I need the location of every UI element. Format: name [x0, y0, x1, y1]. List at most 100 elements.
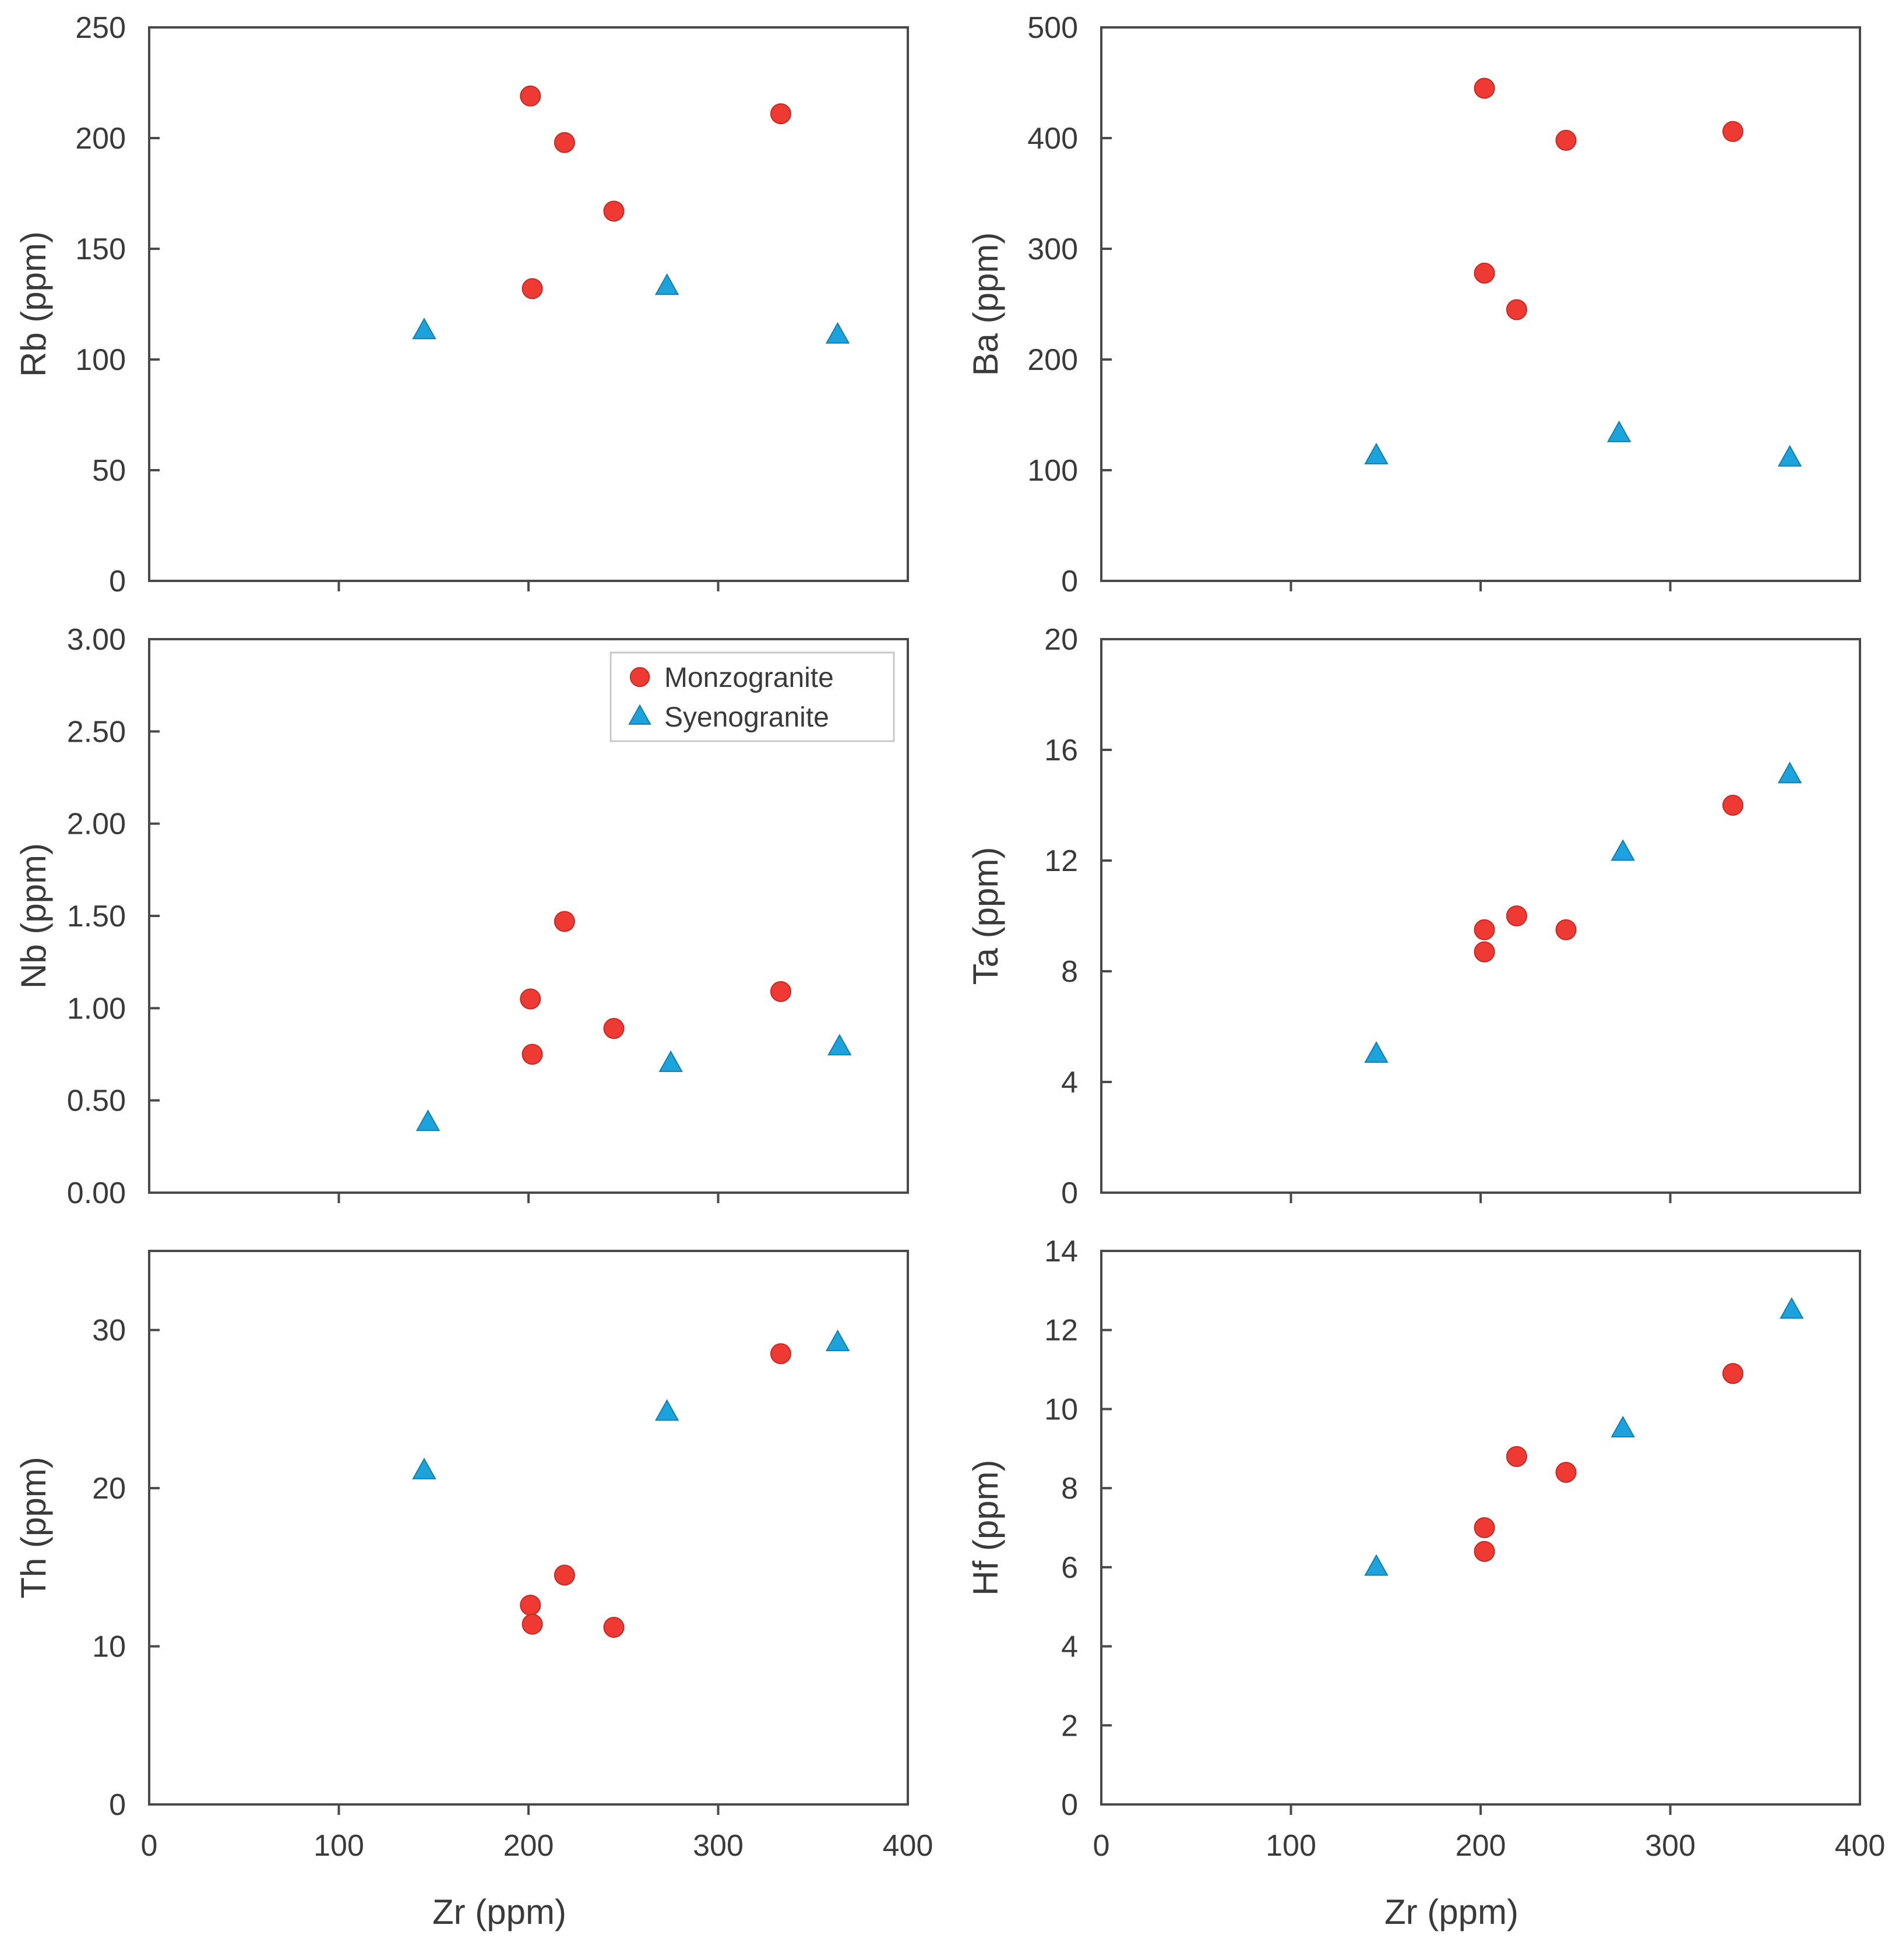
ba-ytick-label: 400 [1027, 122, 1078, 156]
th-xtick-label: 300 [693, 1829, 744, 1863]
ba-point-monzogranite [1474, 262, 1495, 284]
hf-xtick-label: 200 [1456, 1829, 1506, 1863]
nb-point-syenogranite [827, 1034, 852, 1056]
nb-point-monzogranite [603, 1018, 625, 1039]
rb-ytick-label: 200 [75, 122, 126, 156]
th-point-monzogranite [554, 1564, 575, 1586]
th-point-monzogranite [603, 1617, 625, 1638]
legend-label-syenogranite: Syenogranite [664, 702, 829, 733]
legend-label-monzogranite: Monzogranite [664, 662, 834, 693]
ta-ytick-label: 4 [1061, 1066, 1078, 1099]
ta-point-monzogranite [1474, 919, 1495, 940]
rb-point-monzogranite [770, 103, 791, 125]
th-x-axis-title: Zr (ppm) [432, 1892, 566, 1931]
th-ytick-label: 0 [109, 1788, 126, 1822]
hf-x-axis-title: Zr (ppm) [1384, 1892, 1519, 1931]
nb-point-syenogranite [415, 1109, 441, 1131]
th-y-axis-title: Th (ppm) [14, 1457, 53, 1598]
hf-ytick-label: 12 [1044, 1314, 1078, 1348]
nb-ytick-label: 2.50 [67, 715, 126, 749]
hf-xtick-label: 300 [1645, 1829, 1696, 1863]
ta-ytick-label: 8 [1061, 955, 1078, 989]
ta-ytick-label: 0 [1061, 1176, 1078, 1210]
ta-point-monzogranite [1506, 905, 1527, 926]
hf-ytick-label: 4 [1061, 1630, 1078, 1664]
ba-point-syenogranite [1364, 442, 1389, 464]
rb-ytick-label: 50 [92, 454, 126, 488]
ba-ytick-label: 500 [1027, 11, 1078, 45]
ba-point-monzogranite [1474, 77, 1495, 99]
ta-point-monzogranite [1474, 941, 1495, 963]
hf-ytick-label: 10 [1044, 1393, 1078, 1426]
hf-ytick-label: 8 [1061, 1472, 1078, 1506]
ta-y-axis-title: Ta (ppm) [966, 847, 1005, 985]
ba-y-axis-title: Ba (ppm) [966, 232, 1005, 376]
nb-ytick-label: 0.50 [67, 1084, 126, 1118]
ba-ytick-label: 0 [1061, 565, 1078, 598]
ta-plot-frame [1100, 638, 1861, 1194]
th-plot-frame [148, 1250, 909, 1806]
ta-point-syenogranite [1777, 762, 1802, 784]
panel-hf: 0 2 4 6 8 10 12 14 0 100 200 300 400 Hf (ppm) Zr (ppm) [966, 1235, 1885, 1931]
ta-point-monzogranite [1555, 919, 1577, 940]
nb-ytick-label: 2.00 [67, 808, 126, 841]
hf-point-syenogranite [1780, 1297, 1804, 1319]
rb-point-syenogranite [412, 318, 436, 340]
rb-plot-frame [148, 26, 909, 582]
legend-marker-monzogranite [629, 667, 650, 688]
nb-point-monzogranite [770, 981, 791, 1002]
hf-point-syenogranite [1611, 1415, 1635, 1437]
th-ytick-label: 20 [92, 1472, 126, 1506]
th-ytick-label: 10 [92, 1630, 126, 1664]
hf-point-monzogranite [1474, 1517, 1495, 1538]
nb-point-monzogranite [520, 988, 541, 1010]
ba-ytick-label: 200 [1027, 343, 1078, 377]
nb-y-axis-title: Nb (ppm) [14, 843, 53, 989]
rb-ytick-label: 0 [109, 565, 126, 598]
ta-ytick-label: 20 [1044, 623, 1078, 657]
th-point-syenogranite [825, 1329, 850, 1352]
rb-point-monzogranite [603, 200, 625, 222]
rb-ytick-label: 100 [75, 343, 126, 377]
th-ytick-label: 30 [92, 1314, 126, 1348]
th-point-monzogranite [522, 1613, 543, 1635]
rb-point-syenogranite [825, 322, 850, 344]
ba-point-monzogranite [1722, 121, 1743, 142]
th-xtick-label: 200 [503, 1829, 554, 1863]
nb-ytick-label: 3.00 [67, 623, 126, 657]
nb-point-monzogranite [522, 1044, 543, 1065]
hf-point-monzogranite [1722, 1363, 1743, 1384]
ba-ytick-label: 300 [1027, 232, 1078, 266]
legend: Monzogranite Syenogranite [609, 651, 895, 742]
th-point-syenogranite [412, 1457, 436, 1479]
hf-xtick-label: 400 [1835, 1829, 1886, 1863]
ba-ytick-label: 100 [1027, 454, 1078, 488]
hf-xtick-label: 100 [1266, 1829, 1316, 1863]
ba-point-monzogranite [1506, 299, 1527, 320]
rb-point-syenogranite [654, 273, 679, 295]
hf-y-axis-title: Hf (ppm) [966, 1460, 1005, 1595]
panel-ta: 0 4 8 12 16 20 Ta (ppm) [966, 623, 1861, 1210]
nb-ytick-label: 0.00 [67, 1176, 126, 1210]
ba-point-syenogranite [1606, 420, 1632, 442]
nb-point-syenogranite [658, 1050, 683, 1072]
panel-nb: 0.00 0.50 1.00 1.50 2.00 2.50 3.00 Nb (ppm) Monz… [14, 623, 909, 1210]
rb-point-monzogranite [554, 132, 575, 153]
nb-point-monzogranite [554, 911, 575, 932]
hf-point-monzogranite [1474, 1540, 1495, 1562]
th-xtick-label: 100 [313, 1829, 364, 1863]
th-point-monzogranite [770, 1343, 791, 1365]
panel-ba: 0 100 200 300 400 500 Ba (ppm) [966, 11, 1861, 598]
rb-ytick-label: 250 [75, 11, 126, 45]
legend-box [609, 651, 895, 742]
hf-point-syenogranite [1364, 1554, 1389, 1576]
ba-point-syenogranite [1777, 445, 1802, 467]
th-point-syenogranite [654, 1399, 679, 1421]
panel-rb: 0 50 100 150 200 250 Rb (ppm) [14, 11, 909, 598]
hf-xtick-label: 0 [1093, 1829, 1110, 1863]
hf-ytick-label: 6 [1061, 1551, 1078, 1585]
rb-point-monzogranite [520, 85, 541, 107]
ba-point-monzogranite [1555, 129, 1577, 151]
